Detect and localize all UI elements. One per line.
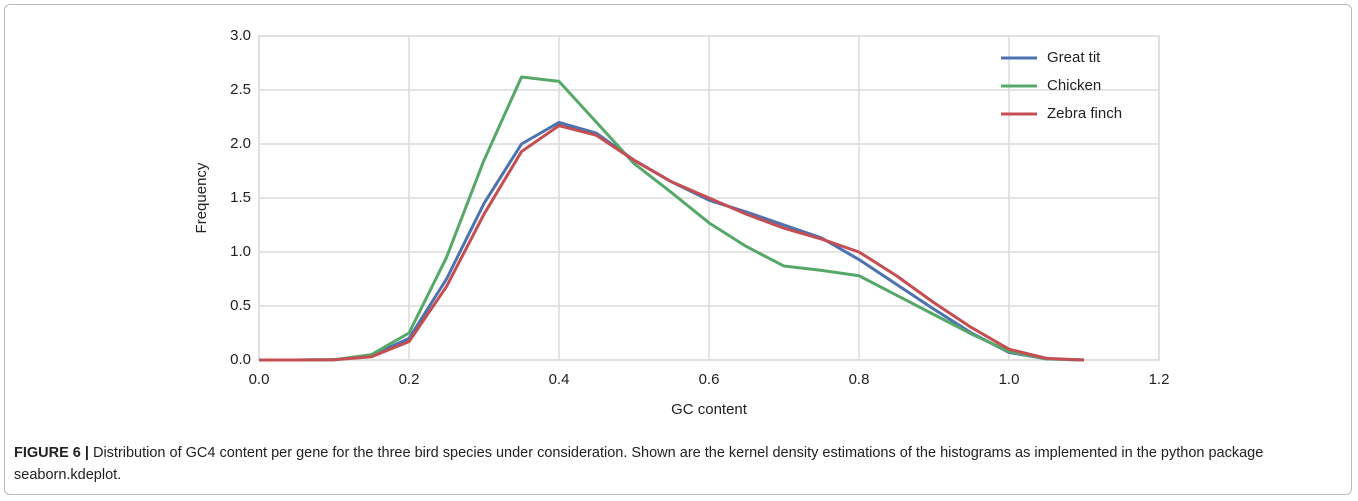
caption-label: FIGURE 6 | [14, 445, 89, 461]
y-tick-label: 2.0 [230, 135, 251, 152]
x-tick-label: 0.6 [699, 371, 720, 388]
y-tick-label: 1.0 [230, 243, 251, 260]
y-tick-label: 0.5 [230, 297, 251, 314]
y-tick-label: 2.5 [230, 81, 251, 98]
y-axis-label: Frequency [193, 162, 210, 233]
x-tick-label: 0.2 [399, 371, 420, 388]
caption: FIGURE 6 | Distribution of GC4 content pe… [14, 442, 1334, 486]
x-tick-label: 1.2 [1149, 371, 1170, 388]
x-tick-label: 0.4 [549, 371, 570, 388]
figure-frame [4, 4, 1352, 495]
legend-label: Zebra finch [1047, 105, 1122, 122]
series-line [259, 75, 1085, 362]
y-tick-label: 3.0 [230, 27, 251, 44]
series-line [259, 120, 1085, 362]
y-tick-label: 1.5 [230, 189, 251, 206]
plot-border [258, 35, 1160, 361]
legend-label: Chicken [1047, 77, 1101, 94]
x-tick-label: 0.8 [849, 371, 870, 388]
x-tick-label: 0.0 [249, 371, 270, 388]
y-tick-label: 0.0 [230, 351, 251, 368]
chart: GC content Frequency 0.0 0.5 1.0 1.5 2.0 2.5 3… [193, 27, 1170, 418]
series-line [259, 124, 1085, 362]
caption-text: Distribution of GC4 content per gene for… [14, 445, 1264, 483]
x-axis-label: GC content [671, 401, 748, 418]
legend-label: Great tit [1047, 49, 1101, 66]
x-tick-label: 1.0 [999, 371, 1020, 388]
